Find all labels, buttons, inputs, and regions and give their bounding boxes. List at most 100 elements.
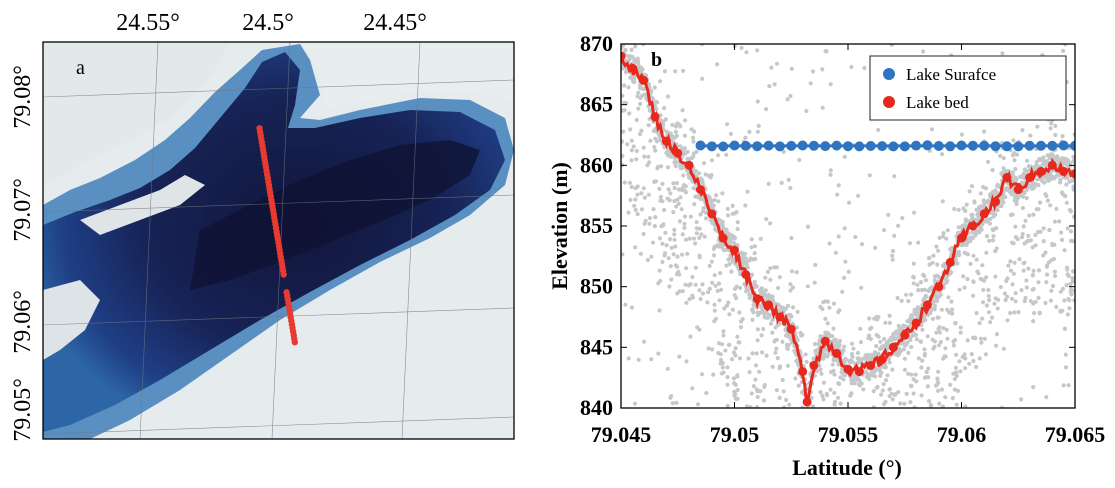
photon-point xyxy=(887,387,892,392)
x-tick-label: 79.065 xyxy=(1045,422,1106,447)
photon-point xyxy=(876,127,881,133)
photon-point xyxy=(722,306,727,311)
photon-point xyxy=(937,343,942,348)
photon-point xyxy=(832,399,838,405)
photon-point xyxy=(1026,233,1031,238)
photon-point xyxy=(667,198,672,203)
photon-point xyxy=(856,356,861,361)
photon-point xyxy=(657,268,662,273)
photon-point xyxy=(961,274,966,279)
snow-patch-left xyxy=(43,280,100,360)
photon-point xyxy=(1012,158,1017,163)
photon-point xyxy=(712,308,717,313)
photon-point xyxy=(1058,289,1063,294)
photon-point xyxy=(895,295,900,301)
photon-point xyxy=(819,371,824,376)
photon-point xyxy=(1011,138,1016,143)
photon-point xyxy=(1010,212,1015,217)
photon-point xyxy=(621,139,625,144)
photon-point xyxy=(942,264,947,269)
photon-point xyxy=(627,111,632,116)
photon-point xyxy=(795,338,800,343)
photon-point xyxy=(764,107,769,112)
map-y-tick-label: 79.05° xyxy=(10,378,36,442)
photon-point xyxy=(998,153,1003,159)
lake-bed-point xyxy=(968,221,978,231)
photon-point xyxy=(1031,186,1036,191)
photon-point xyxy=(1005,294,1010,299)
photon-point xyxy=(901,347,907,352)
photon-point xyxy=(818,390,823,395)
photon-point xyxy=(969,184,975,189)
photon-point xyxy=(1013,166,1018,172)
photon-point xyxy=(698,212,703,217)
photon-point xyxy=(950,307,955,312)
photon-point xyxy=(922,347,927,352)
photon-point xyxy=(886,212,891,217)
photon-point xyxy=(1011,271,1017,276)
y-tick-label: 865 xyxy=(580,92,613,117)
photon-point xyxy=(655,100,660,105)
photon-point xyxy=(1048,126,1053,131)
photon-point xyxy=(1036,268,1042,273)
photon-point xyxy=(685,149,690,154)
photon-point xyxy=(838,375,843,380)
photon-point xyxy=(889,44,894,47)
photon-point xyxy=(647,160,652,165)
photon-point xyxy=(673,69,678,74)
photon-point xyxy=(645,257,651,263)
photon-point xyxy=(755,394,760,400)
photon-point xyxy=(1064,265,1070,270)
photon-point xyxy=(924,369,929,375)
photon-point xyxy=(856,193,861,198)
photon-point xyxy=(820,105,825,110)
photon-point xyxy=(1050,283,1056,289)
photon-point xyxy=(735,334,740,339)
photon-point xyxy=(851,346,856,351)
photon-point xyxy=(672,160,678,165)
photon-point xyxy=(1070,239,1075,244)
photon-point xyxy=(1008,310,1013,316)
lake-bed-point xyxy=(730,245,739,255)
photon-point xyxy=(737,356,743,361)
photon-point xyxy=(725,365,730,370)
photon-point xyxy=(770,298,776,303)
lake-surface-point xyxy=(877,141,888,152)
photon-point xyxy=(708,175,713,180)
photon-point xyxy=(633,207,638,213)
photon-point xyxy=(682,133,688,138)
photon-point xyxy=(1031,165,1036,170)
photon-point xyxy=(830,334,835,339)
photon-point xyxy=(968,261,973,266)
photon-point xyxy=(849,359,854,364)
photon-point xyxy=(906,371,911,376)
photon-point xyxy=(890,367,895,372)
photon-point xyxy=(981,287,986,292)
photon-point xyxy=(632,79,637,85)
photon-point xyxy=(1016,194,1021,199)
photon-point xyxy=(936,248,941,253)
photon-point xyxy=(737,310,742,315)
photon-point xyxy=(808,81,813,86)
lake-surface-point xyxy=(695,140,706,151)
photon-point xyxy=(908,400,913,405)
photon-point xyxy=(977,320,982,326)
photon-point xyxy=(1052,242,1057,247)
photon-point xyxy=(991,214,996,219)
photon-point xyxy=(936,380,941,385)
photon-point xyxy=(631,144,636,149)
photon-point xyxy=(1052,176,1057,181)
photon-point xyxy=(869,369,874,374)
photon-point xyxy=(690,386,695,391)
map-y-tick-label: 79.07° xyxy=(10,178,36,242)
lake-bed-point xyxy=(945,257,955,267)
photon-point xyxy=(789,66,794,71)
photon-point xyxy=(747,258,752,263)
photon-point xyxy=(818,367,823,372)
photon-point xyxy=(924,375,929,380)
photon-point xyxy=(827,241,832,246)
lake-surface-point xyxy=(865,141,876,151)
photon-point xyxy=(717,298,722,303)
photon-point xyxy=(762,312,767,317)
photon-point xyxy=(785,363,791,368)
